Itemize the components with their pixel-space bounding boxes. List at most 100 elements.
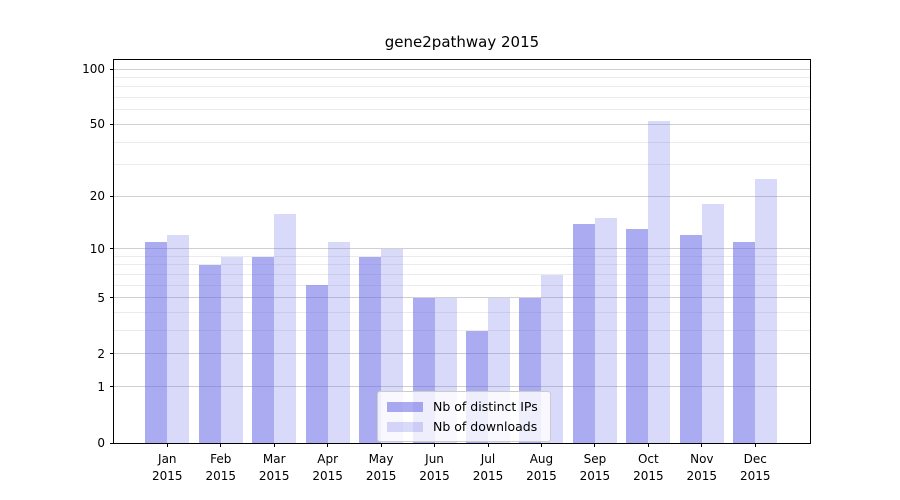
- bar-ips-apr: [305, 285, 328, 443]
- x-tickmark-nov: [701, 443, 703, 447]
- x-tick-label-jul: Jul 2015: [473, 451, 504, 485]
- x-tickmark-oct: [647, 443, 649, 447]
- x-tickmark-jan: [166, 443, 168, 447]
- x-tickmark-apr: [327, 443, 329, 447]
- x-tickmark-dec: [754, 443, 756, 447]
- y-tick-label-20: 20: [89, 189, 105, 204]
- x-tickmark-jun: [434, 443, 436, 447]
- x-label-month: Sep: [583, 452, 607, 466]
- x-tickmark-jul: [487, 443, 489, 447]
- bar-downloads-mar: [274, 213, 297, 443]
- x-label-month: Nov: [690, 452, 714, 466]
- x-label-year: 2015: [739, 469, 771, 483]
- x-label-year: 2015: [633, 469, 664, 483]
- x-tick-label-feb: Feb 2015: [205, 451, 236, 485]
- y-tick-label-5: 5: [97, 290, 105, 305]
- x-label-month: Jul: [480, 452, 496, 466]
- x-tick-label-mar: Mar 2015: [259, 451, 290, 485]
- y-tickmark-50: [110, 123, 114, 125]
- y-tick-label-10: 10: [89, 241, 105, 256]
- x-label-year: 2015: [526, 469, 557, 483]
- y-tick-label-0: 0: [97, 436, 105, 450]
- y-tickmark-1: [110, 386, 114, 388]
- x-label-month: Jun: [425, 452, 444, 466]
- bar-ips-oct: [626, 229, 649, 443]
- y-tickmark-20: [110, 195, 114, 197]
- x-tick-label-dec: Dec 2015: [740, 451, 771, 485]
- y-tickmark-5: [110, 297, 114, 299]
- x-label-month: Jan: [158, 452, 177, 466]
- bar-ips-feb: [198, 265, 221, 443]
- x-tick-label-sep: Sep 2015: [580, 451, 611, 485]
- x-label-year: 2015: [205, 469, 237, 483]
- legend-swatch-downloads: [387, 421, 423, 432]
- x-label-year: 2015: [312, 469, 343, 483]
- gridline-y-20: [114, 195, 810, 197]
- x-tick-label-nov: Nov 2015: [687, 451, 718, 485]
- x-tick-label-may: May 2015: [366, 451, 397, 485]
- x-label-month: May: [368, 452, 394, 466]
- x-label-month: Aug: [529, 452, 554, 466]
- gridline-y-50: [114, 123, 810, 125]
- x-label-month: Oct: [637, 452, 659, 466]
- gridline-y-100: [114, 68, 810, 70]
- y-tick-label-100: 100: [82, 62, 105, 77]
- gridline-y-30: [114, 164, 810, 166]
- legend: Nb of distinct IPs Nb of downloads: [377, 391, 551, 442]
- x-tickmark-mar: [273, 443, 275, 447]
- legend-label-downloads: Nb of downloads: [433, 419, 538, 434]
- x-tickmark-may: [380, 443, 382, 447]
- y-tickmark-0: [110, 442, 114, 444]
- x-label-year: 2015: [579, 469, 611, 483]
- bar-downloads-nov: [701, 204, 724, 443]
- x-label-year: 2015: [472, 469, 504, 483]
- gridline-y-70: [114, 97, 810, 99]
- gridline-y-40: [114, 141, 810, 143]
- bar-downloads-feb: [220, 256, 243, 443]
- bar-downloads-oct: [648, 121, 671, 443]
- legend-swatch-distinct-ips: [387, 401, 423, 412]
- chart-title: gene2pathway 2015: [384, 33, 540, 51]
- y-tickmark-10: [110, 248, 114, 250]
- x-label-year: 2015: [152, 469, 183, 483]
- x-tick-label-jan: Jan 2015: [152, 451, 183, 485]
- x-tickmark-aug: [540, 443, 542, 447]
- x-tickmark-feb: [220, 443, 222, 447]
- x-label-year: 2015: [419, 469, 450, 483]
- y-tick-label-1: 1: [97, 379, 105, 394]
- y-tick-label-2: 2: [97, 346, 105, 361]
- x-label-month: Apr: [317, 452, 339, 466]
- bar-ips-nov: [679, 235, 702, 443]
- y-tickmark-2: [110, 353, 114, 355]
- x-label-month: Mar: [262, 452, 286, 466]
- bar-downloads-sep: [594, 218, 617, 443]
- legend-item-downloads: Nb of downloads: [387, 419, 538, 434]
- gridline-y-60: [114, 109, 810, 111]
- x-tick-label-oct: Oct 2015: [633, 451, 664, 485]
- x-tick-label-aug: Aug 2015: [526, 451, 557, 485]
- x-label-month: Feb: [210, 452, 232, 466]
- y-tickmark-100: [110, 68, 114, 70]
- bar-ips-jan: [145, 241, 168, 443]
- x-label-year: 2015: [686, 469, 718, 483]
- legend-label-distinct-ips: Nb of distinct IPs: [433, 399, 538, 414]
- bar-downloads-jan: [167, 235, 190, 443]
- bar-ips-dec: [733, 241, 756, 443]
- x-label-month: Dec: [743, 452, 767, 466]
- plot-area: 0 1 2 5 10 20 50 100 Jan 2015 Feb 2015 Mar 2015 Apr 20…: [82, 59, 811, 483]
- bar-ips-mar: [252, 256, 275, 443]
- x-label-year: 2015: [258, 469, 290, 483]
- x-tick-label-apr: Apr 2015: [312, 451, 343, 485]
- x-tickmark-sep: [594, 443, 596, 447]
- bar-downloads-apr: [327, 241, 350, 443]
- y-tick-label-50: 50: [89, 117, 105, 132]
- bar-ips-sep: [572, 223, 595, 443]
- bar-ips-may: [359, 256, 382, 443]
- x-tick-label-jun: Jun 2015: [419, 451, 450, 485]
- gridline-y-90: [114, 77, 810, 79]
- bar-downloads-dec: [755, 179, 778, 443]
- gridline-y-80: [114, 86, 810, 88]
- x-label-year: 2015: [365, 469, 397, 483]
- legend-item-distinct-ips: Nb of distinct IPs: [387, 399, 538, 414]
